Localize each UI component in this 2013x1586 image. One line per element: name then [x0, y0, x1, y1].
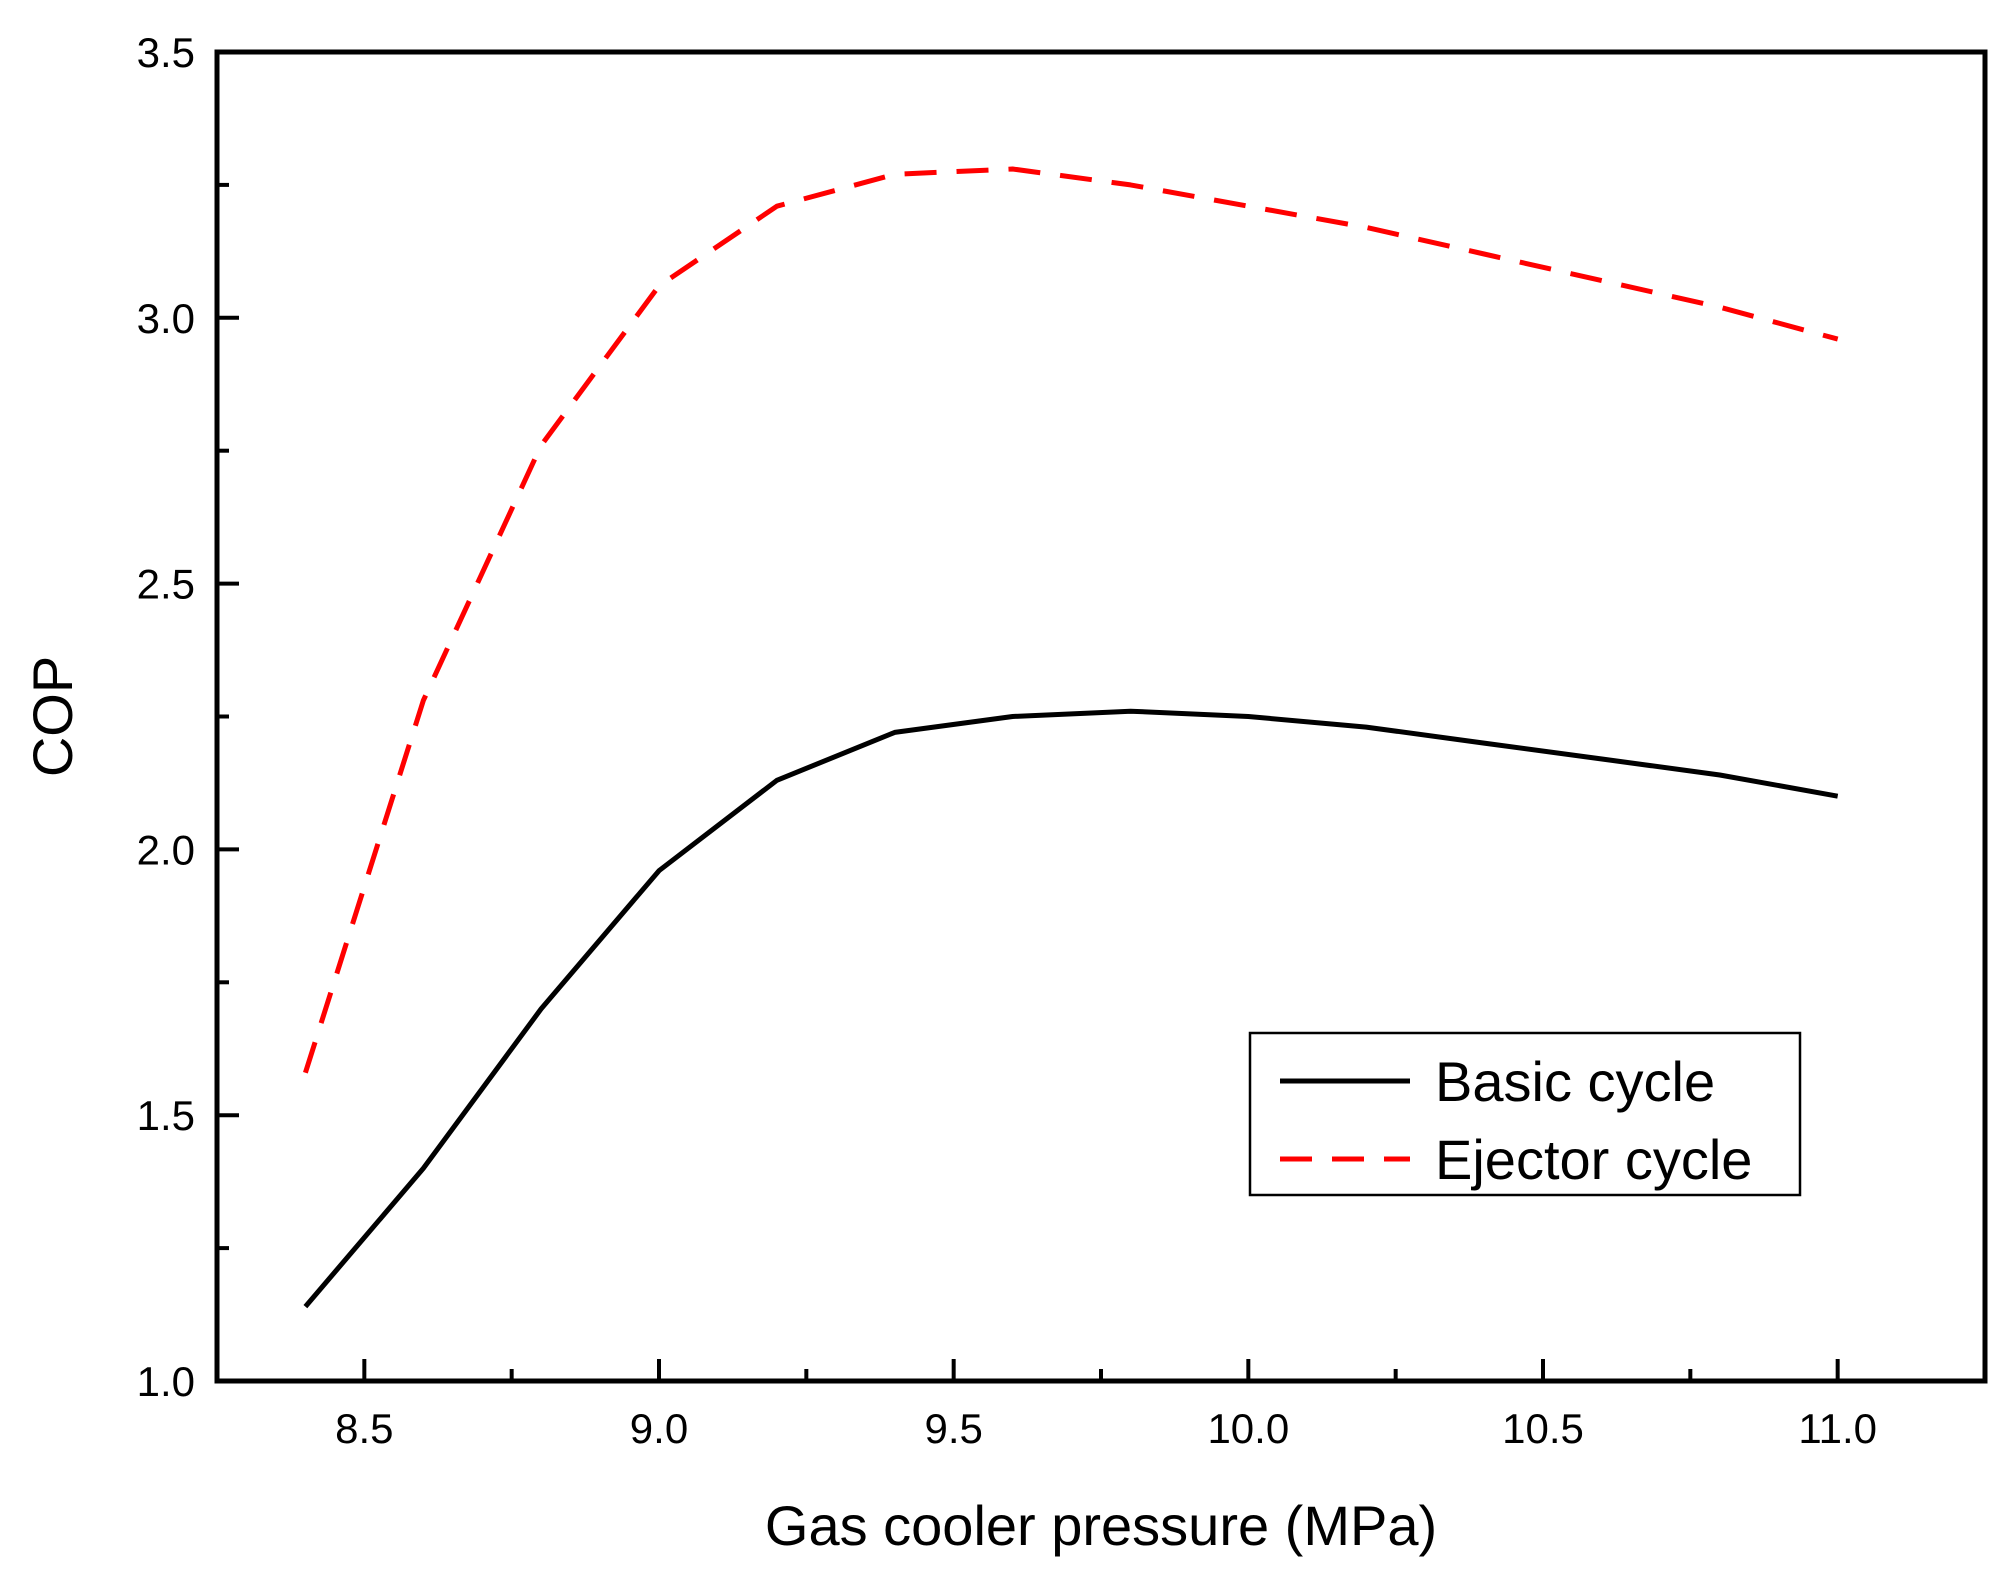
- legend: Basic cycle Ejector cycle: [1248, 1031, 1802, 1197]
- y-tick-label: 3.0: [137, 295, 195, 342]
- y-axis-title: COP: [21, 656, 84, 777]
- y-tick-label: 3.5: [137, 29, 195, 76]
- x-tick-label: 10.0: [1207, 1405, 1289, 1452]
- y-tick-label: 2.0: [137, 826, 195, 873]
- y-tick-label: 2.5: [137, 561, 195, 608]
- series-line-ejector-cycle: [303, 166, 1839, 1074]
- x-axis-title: Gas cooler pressure (MPa): [765, 1494, 1437, 1557]
- y-tick-label: 1.5: [137, 1092, 195, 1139]
- x-tick-label: 8.5: [335, 1405, 393, 1452]
- legend-label-ejector-cycle: Ejector cycle: [1435, 1128, 1752, 1191]
- x-tick-label: 11.0: [1798, 1405, 1877, 1452]
- series-line-basic-cycle: [303, 708, 1839, 1309]
- legend-label-basic-cycle: Basic cycle: [1435, 1050, 1715, 1113]
- x-tick-label: 10.5: [1502, 1405, 1584, 1452]
- legend-box: [1248, 1031, 1802, 1197]
- x-tick-label: 9.5: [924, 1405, 982, 1452]
- y-axis-ticks: 1.0 1.5 2.0 2.5 3.0 3.5: [137, 29, 239, 1405]
- x-tick-label: 9.0: [630, 1405, 688, 1452]
- series-lines: [303, 166, 1839, 1309]
- y-tick-label: 1.0: [137, 1358, 195, 1405]
- x-axis-ticks: 8.5 9.0 9.5 10.0 10.5 11.0: [335, 1359, 1877, 1452]
